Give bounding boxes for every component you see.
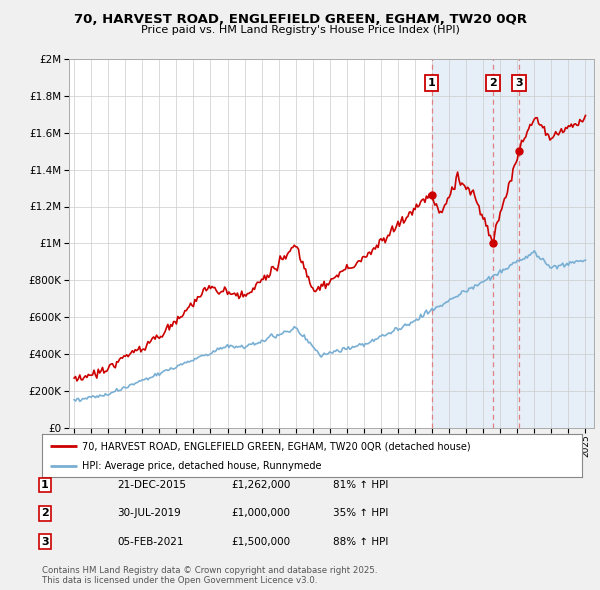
Text: 30-JUL-2019: 30-JUL-2019 [117, 509, 181, 518]
Text: Contains HM Land Registry data © Crown copyright and database right 2025.
This d: Contains HM Land Registry data © Crown c… [42, 566, 377, 585]
Text: 1: 1 [428, 78, 436, 88]
Text: 70, HARVEST ROAD, ENGLEFIELD GREEN, EGHAM, TW20 0QR: 70, HARVEST ROAD, ENGLEFIELD GREEN, EGHA… [74, 13, 527, 26]
Text: 21-DEC-2015: 21-DEC-2015 [117, 480, 186, 490]
Text: £1,000,000: £1,000,000 [231, 509, 290, 518]
Text: 3: 3 [41, 537, 49, 546]
Text: 1: 1 [41, 480, 49, 490]
Text: £1,262,000: £1,262,000 [231, 480, 290, 490]
Text: 35% ↑ HPI: 35% ↑ HPI [333, 509, 388, 518]
Bar [431, 59, 600, 428]
Text: 05-FEB-2021: 05-FEB-2021 [117, 537, 184, 546]
Text: Price paid vs. HM Land Registry's House Price Index (HPI): Price paid vs. HM Land Registry's House … [140, 25, 460, 35]
Text: 88% ↑ HPI: 88% ↑ HPI [333, 537, 388, 546]
Text: 3: 3 [515, 78, 523, 88]
Text: 2: 2 [41, 509, 49, 518]
Text: 81% ↑ HPI: 81% ↑ HPI [333, 480, 388, 490]
Text: HPI: Average price, detached house, Runnymede: HPI: Average price, detached house, Runn… [83, 461, 322, 471]
Text: £1,500,000: £1,500,000 [231, 537, 290, 546]
Text: 2: 2 [489, 78, 497, 88]
Text: 70, HARVEST ROAD, ENGLEFIELD GREEN, EGHAM, TW20 0QR (detached house): 70, HARVEST ROAD, ENGLEFIELD GREEN, EGHA… [83, 441, 471, 451]
